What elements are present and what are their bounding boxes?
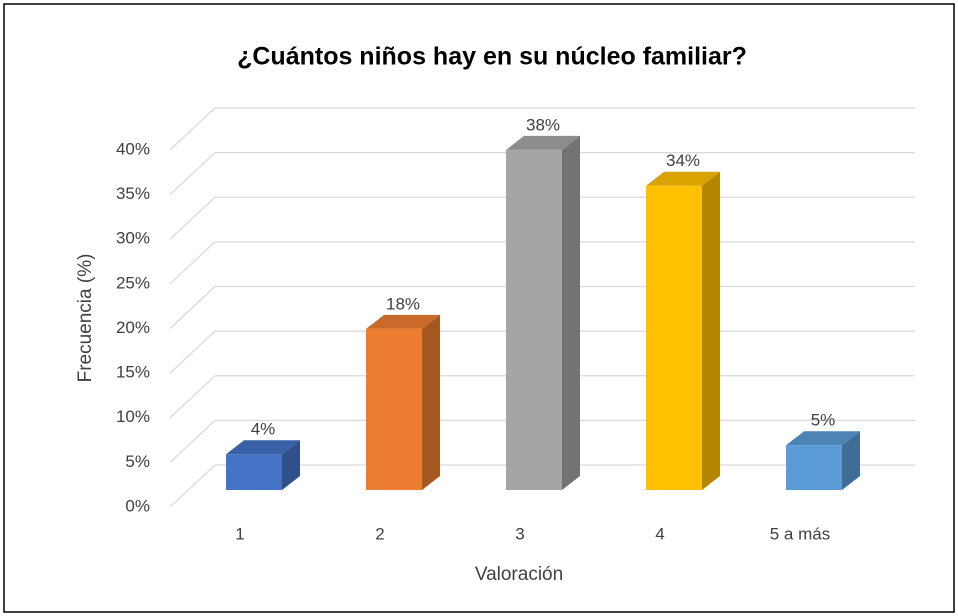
bar	[506, 149, 562, 490]
y-tick-label: 40%	[116, 139, 150, 158]
grid-line	[169, 152, 915, 196]
y-tick-label: 25%	[116, 273, 150, 292]
data-label: 38%	[526, 115, 560, 134]
bar-top	[506, 135, 580, 150]
grid-line	[169, 107, 915, 151]
y-tick-label: 30%	[116, 229, 150, 248]
y-tick-label: 20%	[116, 318, 150, 337]
data-label: 34%	[666, 151, 700, 170]
bar-side	[842, 431, 860, 490]
bar	[786, 445, 842, 490]
x-tick-label: 1	[235, 524, 244, 543]
y-tick-label: 15%	[116, 363, 150, 382]
y-tick-label: 10%	[116, 407, 150, 426]
bar-top	[646, 171, 720, 186]
y-tick-label: 0%	[125, 496, 150, 515]
y-tick-label: 5%	[125, 452, 150, 471]
data-label: 18%	[386, 294, 420, 313]
bar-top	[786, 431, 860, 446]
bar	[226, 454, 282, 490]
data-label: 5%	[811, 411, 836, 430]
data-label: 4%	[251, 420, 276, 439]
bar-side	[422, 314, 440, 490]
y-axis-label: Frecuencia (%)	[75, 254, 96, 383]
bar-side	[562, 135, 580, 490]
y-tick-label: 35%	[116, 184, 150, 203]
chart-border	[3, 3, 955, 613]
x-tick-label: 5 a más	[770, 524, 830, 543]
bar	[366, 328, 422, 490]
x-tick-label: 4	[655, 524, 664, 543]
bar-side	[702, 171, 720, 490]
x-axis-label: Valoración	[475, 564, 563, 585]
x-tick-label: 2	[375, 524, 384, 543]
bar	[646, 185, 702, 490]
bar-top	[366, 314, 440, 329]
chart-title: ¿Cuántos niños hay en su núcleo familiar…	[237, 43, 747, 71]
bar-side	[282, 440, 300, 490]
bar-top	[226, 440, 300, 455]
x-tick-label: 3	[515, 524, 524, 543]
